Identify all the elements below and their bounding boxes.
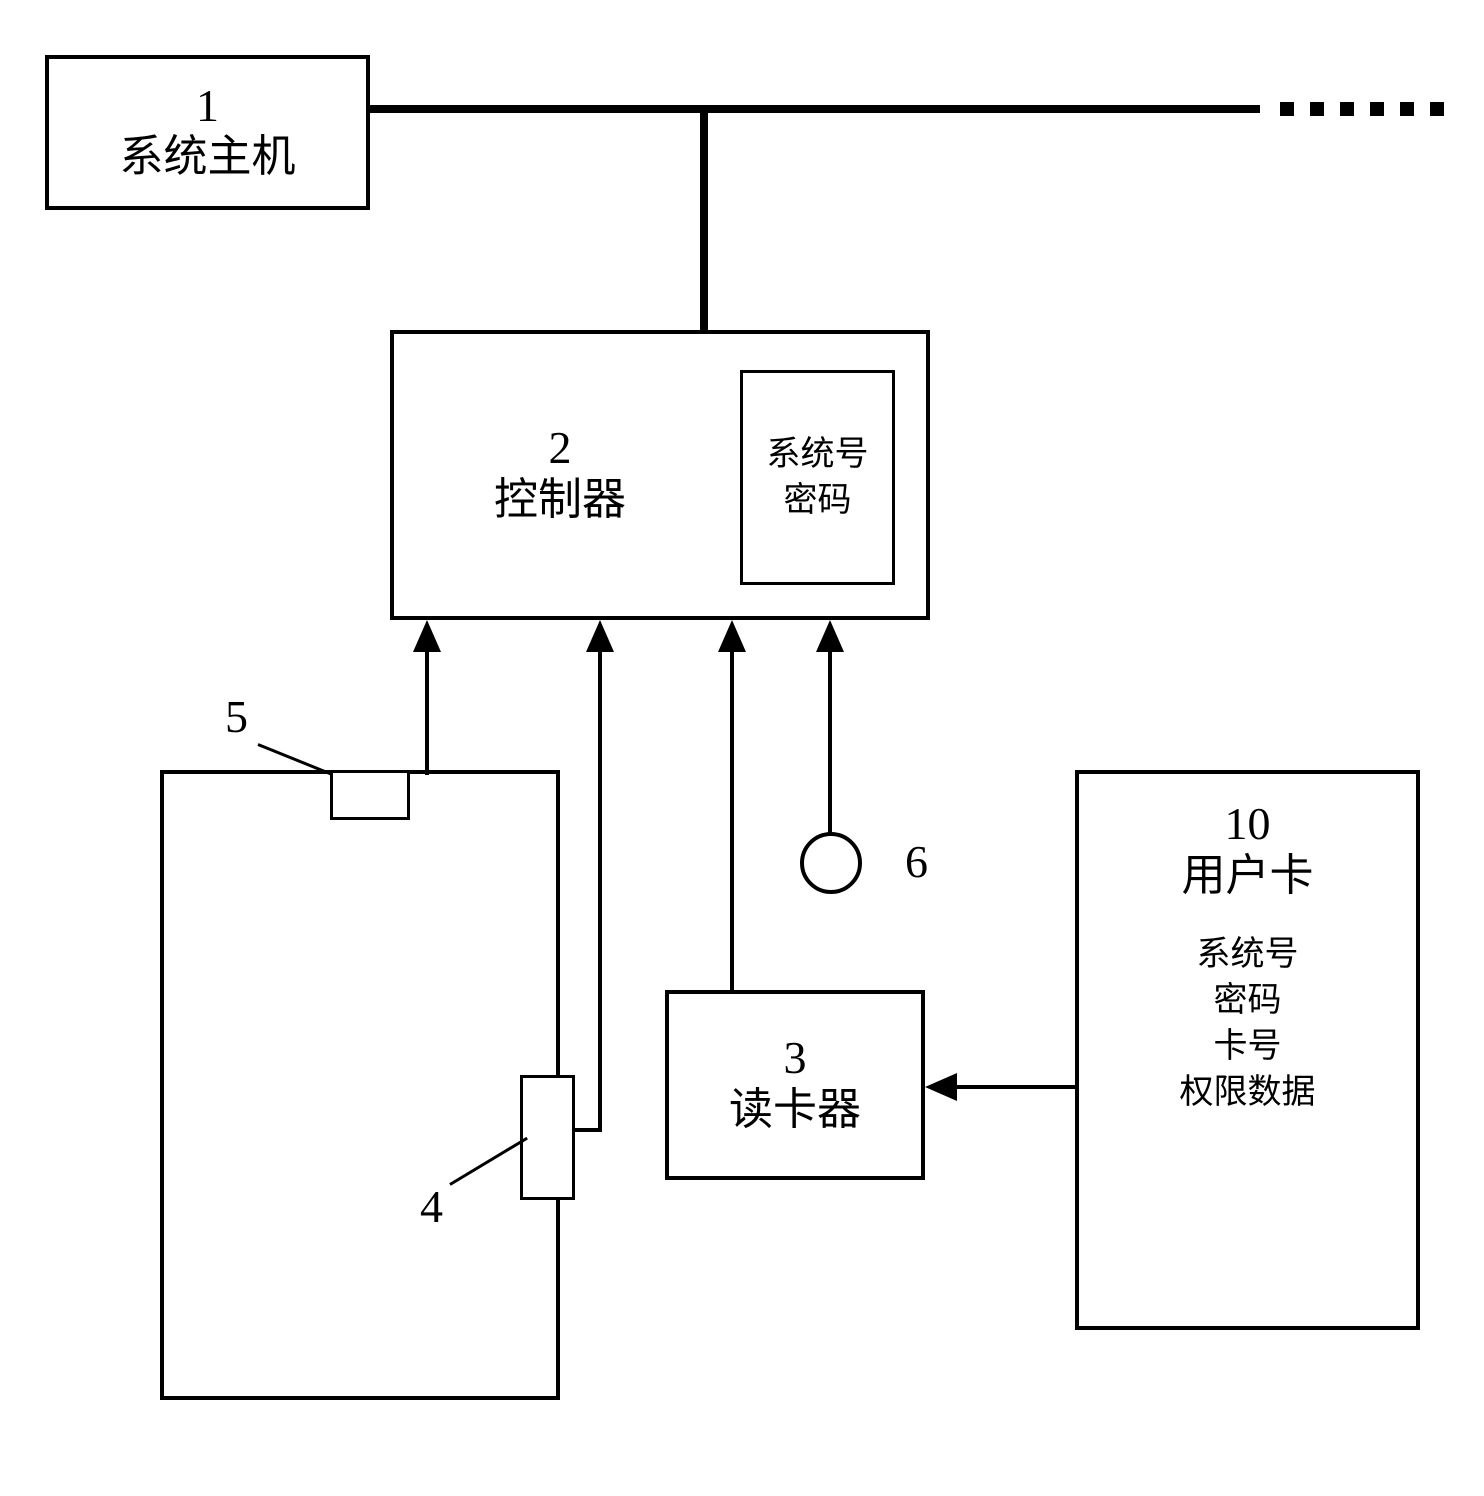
bus-dot [1430, 102, 1444, 116]
controller-num: 2 [494, 423, 626, 474]
host-num: 1 [196, 81, 219, 132]
controller-inner-box: 系统号 密码 [740, 370, 895, 585]
user-card-line3: 卡号 [1180, 1024, 1316, 1070]
bus-dot [1400, 102, 1414, 116]
controller-label: 控制器 [494, 474, 626, 527]
user-card-line1: 系统号 [1180, 932, 1316, 978]
user-card-num: 10 [1225, 799, 1271, 850]
user-card-label: 用户卡 [1182, 850, 1314, 903]
bus-line [370, 105, 1260, 113]
arrow-sensor-head [413, 620, 441, 652]
arrow-reader-head [718, 620, 746, 652]
sensor-lead [370, 770, 428, 773]
usercard-to-reader-line [955, 1085, 1075, 1089]
reader-num: 3 [784, 1033, 807, 1084]
arrow-reader-line [730, 650, 734, 992]
user-card-line4: 权限数据 [1180, 1070, 1316, 1116]
usercard-to-reader-head [925, 1073, 957, 1101]
arrow-sensor-line [425, 650, 429, 775]
host-label: 系统主机 [120, 131, 296, 184]
label-four: 4 [420, 1180, 443, 1233]
bus-dot [1280, 102, 1294, 116]
user-card-box: 10 用户卡 系统号 密码 卡号 权限数据 [1075, 770, 1420, 1330]
arrow-button-line [828, 650, 832, 835]
bus-dot [1340, 102, 1354, 116]
reader-label: 读卡器 [729, 1084, 861, 1137]
reader-box: 3 读卡器 [665, 990, 925, 1180]
label-six: 6 [905, 835, 928, 888]
label-five: 5 [225, 690, 248, 743]
bus-to-controller-line [700, 109, 708, 334]
user-card-line2: 密码 [1180, 978, 1316, 1024]
controller-inner-line2: 密码 [784, 478, 852, 524]
lock-lead [572, 1128, 602, 1132]
door-top-sensor [330, 770, 410, 820]
arrow-button-head [816, 620, 844, 652]
door-box [160, 770, 560, 1400]
bus-dot [1370, 102, 1384, 116]
host-box: 1 系统主机 [45, 55, 370, 210]
bus-dot [1310, 102, 1324, 116]
door-lock [520, 1075, 575, 1200]
arrow-lock-head [586, 620, 614, 652]
button-circle [800, 832, 862, 894]
controller-inner-line1: 系统号 [767, 432, 869, 478]
arrow-lock-line [598, 650, 602, 1130]
